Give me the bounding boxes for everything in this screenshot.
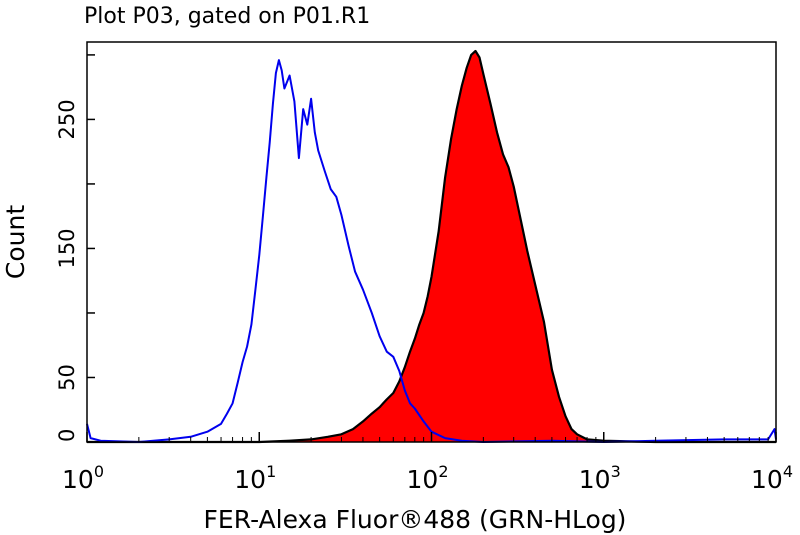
x-tick-label: 102 [407,462,449,494]
y-axis-ticks: 0 50 150 250 [55,54,95,443]
x-axis-label: FER-Alexa Fluor®488 (GRN-HLog) [204,505,627,534]
x-tick-label: 104 [751,462,793,494]
y-tick-label: 0 [55,429,79,442]
chart-title: Plot P03, gated on P01.R1 [84,4,370,29]
y-axis-label: Count [1,205,30,279]
series-outline-0 [87,49,776,444]
series-line-1 [86,59,777,443]
series-fill-0 [87,51,776,442]
x-tick-label: 100 [62,462,104,494]
x-tick-label: 101 [234,462,276,494]
series-layer [86,49,777,444]
y-tick-label: 250 [55,99,79,139]
x-axis-ticks: 100 101 102 103 104 [62,432,793,494]
y-tick-label: 50 [55,364,79,391]
x-tick-label: 103 [579,462,621,494]
y-tick-label: 150 [55,228,79,268]
